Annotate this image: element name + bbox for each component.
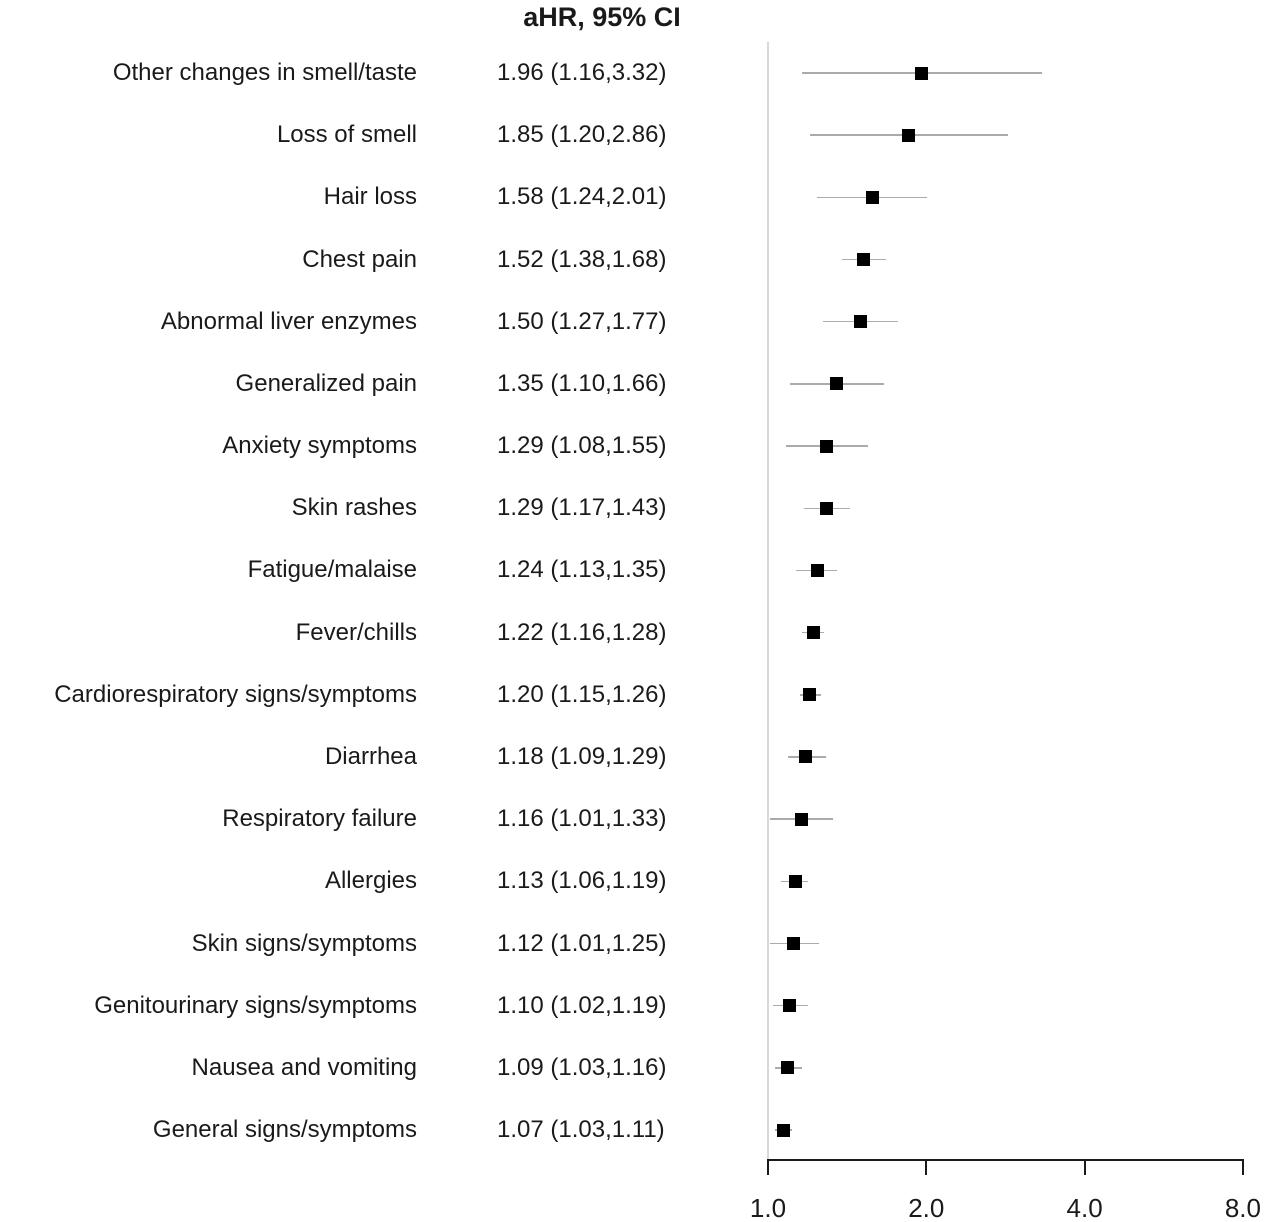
row-estimate-value: 1.24 (1.13,1.35) — [497, 556, 667, 584]
row-label: Allergies — [324, 867, 417, 895]
row-label: Abnormal liver enzymes — [160, 307, 417, 335]
x-axis-line — [767, 1159, 1244, 1161]
row-estimate-value: 1.50 (1.27,1.77) — [497, 307, 667, 335]
row-estimate-value: 1.20 (1.15,1.26) — [497, 680, 667, 708]
x-axis-tick — [1083, 1159, 1086, 1175]
row-estimate-value: 1.29 (1.08,1.55) — [497, 432, 667, 460]
row-label: Diarrhea — [324, 742, 417, 770]
point-estimate-marker — [830, 377, 844, 391]
point-estimate-marker — [865, 190, 879, 204]
row-label: Hair loss — [323, 183, 417, 211]
row-estimate-value: 1.52 (1.38,1.68) — [497, 245, 667, 273]
row-label: Generalized pain — [235, 369, 417, 397]
chart-title: aHR, 95% CI — [523, 2, 681, 32]
point-estimate-marker — [781, 1061, 795, 1075]
row-label: Skin rashes — [291, 494, 417, 522]
reference-line — [767, 42, 769, 1159]
row-estimate-value: 1.35 (1.10,1.66) — [497, 369, 667, 397]
row-estimate-value: 1.10 (1.02,1.19) — [497, 991, 667, 1019]
point-estimate-marker — [783, 999, 797, 1013]
row-label: Chest pain — [302, 245, 417, 273]
point-estimate-marker — [854, 315, 868, 329]
row-estimate-value: 1.58 (1.24,2.01) — [497, 183, 667, 211]
row-label: Fever/chills — [295, 618, 417, 646]
x-axis-tick-label: 4.0 — [1066, 1193, 1103, 1222]
point-estimate-marker — [803, 688, 817, 702]
row-label: Genitourinary signs/symptoms — [94, 991, 417, 1019]
point-estimate-marker — [810, 563, 824, 577]
row-estimate-value: 1.13 (1.06,1.19) — [497, 867, 667, 895]
row-estimate-value: 1.07 (1.03,1.11) — [497, 1116, 665, 1144]
point-estimate-marker — [787, 937, 801, 951]
row-estimate-value: 1.09 (1.03,1.16) — [497, 1053, 667, 1081]
point-estimate-marker — [819, 501, 833, 515]
row-label: Fatigue/malaise — [247, 556, 417, 584]
row-estimate-value: 1.96 (1.16,3.32) — [497, 59, 667, 86]
x-axis-tick — [767, 1159, 769, 1175]
x-axis-tick-label: 2.0 — [908, 1193, 945, 1222]
point-estimate-marker — [795, 812, 809, 826]
row-estimate-value: 1.18 (1.09,1.29) — [497, 742, 667, 770]
row-label: Nausea and vomiting — [191, 1053, 417, 1081]
row-estimate-value: 1.85 (1.20,2.86) — [497, 121, 667, 149]
point-estimate-marker — [806, 626, 820, 640]
point-estimate-marker — [901, 128, 915, 142]
point-estimate-marker — [857, 253, 871, 267]
row-label: Anxiety symptoms — [222, 432, 417, 460]
x-axis-tick — [925, 1159, 928, 1175]
row-label: Cardiorespiratory signs/symptoms — [54, 680, 417, 708]
row-estimate-value: 1.29 (1.17,1.43) — [497, 494, 667, 522]
x-axis-tick-label: 1.0 — [749, 1193, 787, 1222]
row-label: General signs/symptoms — [152, 1116, 417, 1144]
point-estimate-marker — [799, 750, 813, 764]
point-estimate-marker — [789, 874, 803, 888]
row-estimate-value: 1.12 (1.01,1.25) — [497, 929, 667, 957]
row-label: Respiratory failure — [222, 805, 417, 833]
x-axis-tick-label: 8.0 — [1224, 1193, 1261, 1222]
point-estimate-marker — [776, 1123, 790, 1137]
row-label: Loss of smell — [276, 121, 417, 149]
point-estimate-marker — [915, 66, 929, 80]
row-label: Other changes in smell/taste — [112, 59, 417, 86]
row-estimate-value: 1.16 (1.01,1.33) — [497, 805, 667, 833]
row-label: Skin signs/symptoms — [191, 929, 417, 957]
row-estimate-value: 1.22 (1.16,1.28) — [497, 618, 667, 646]
point-estimate-marker — [819, 439, 833, 453]
x-axis-tick — [1241, 1159, 1244, 1175]
